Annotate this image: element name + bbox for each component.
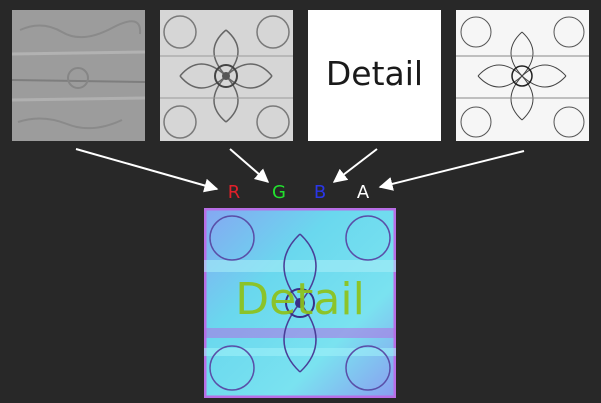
combined-texture-pattern [204, 208, 396, 398]
channel-label-g: G [272, 182, 286, 203]
blue-tile-detail-text: Detail [325, 54, 424, 93]
channel-label-b: B [313, 182, 327, 203]
channel-label-r: R [227, 182, 241, 203]
red-channel-texture [12, 10, 145, 141]
combined-detail-text: Detail [235, 274, 365, 325]
red-texture-pattern [12, 10, 145, 141]
channel-label-a: A [356, 182, 370, 203]
arrow-to-g [229, 148, 270, 183]
combined-packed-texture: Detail [204, 208, 396, 398]
alpha-channel-texture [456, 10, 589, 141]
green-texture-pattern [160, 10, 293, 141]
blue-channel-texture: Detail [308, 10, 441, 141]
green-channel-texture [160, 10, 293, 141]
arrow-to-b [332, 148, 378, 183]
alpha-texture-pattern [456, 10, 589, 141]
arrow-to-r [75, 148, 219, 193]
arrow-to-a [378, 150, 525, 191]
